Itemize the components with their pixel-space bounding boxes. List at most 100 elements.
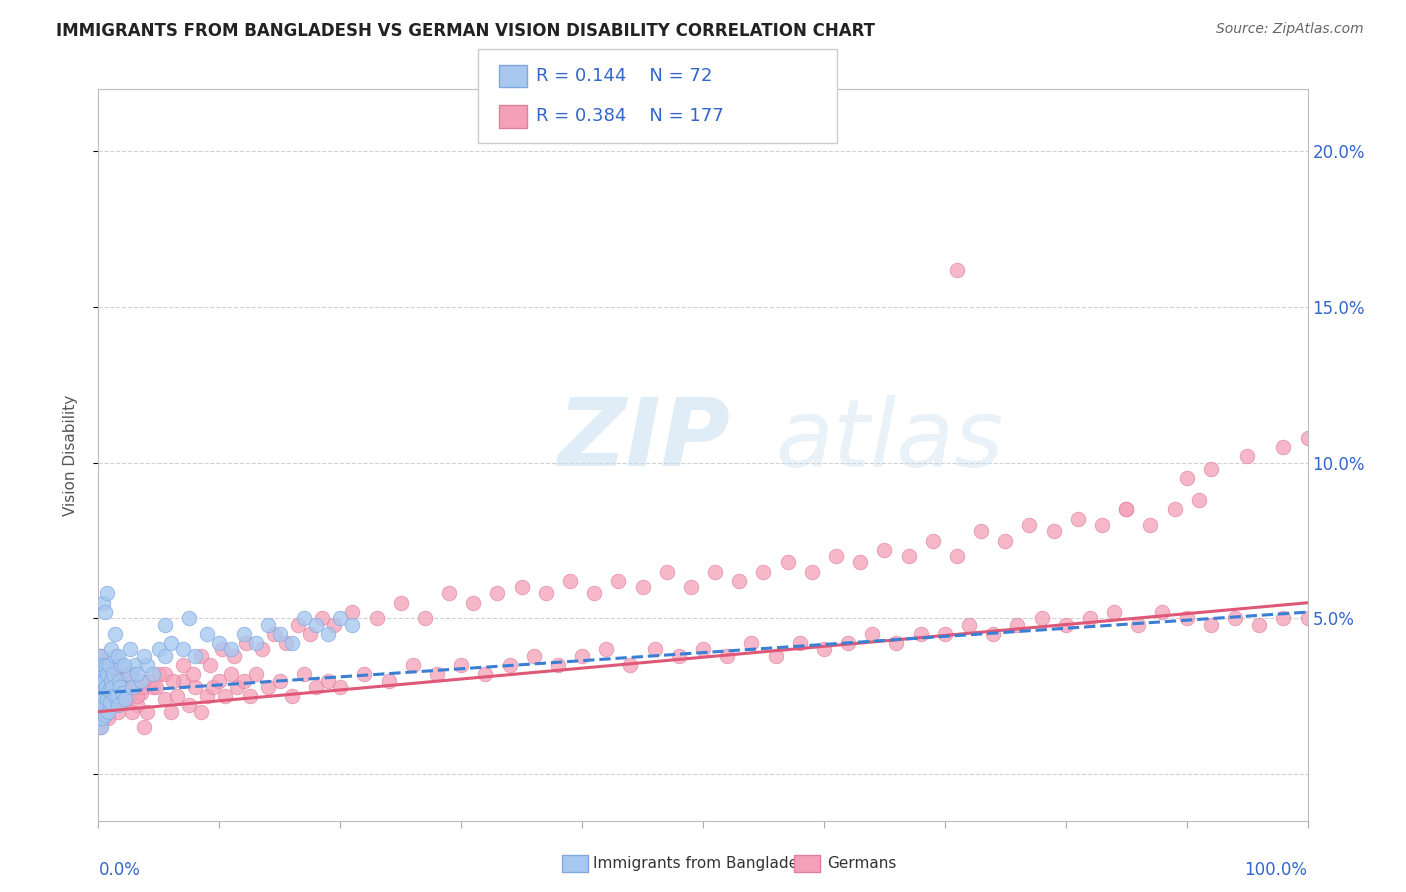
Point: [112, 658, 135, 673]
Point: [195, 689, 218, 703]
Point: [886, 636, 908, 650]
Point: [1236, 450, 1258, 464]
Point: [1128, 617, 1150, 632]
Point: [299, 627, 322, 641]
Point: [153, 667, 176, 681]
Point: [110, 673, 132, 688]
Point: [97, 705, 120, 719]
Point: [1296, 431, 1319, 445]
Point: [426, 667, 449, 681]
Point: [172, 658, 194, 673]
Text: Immigrants from Bangladesh: Immigrants from Bangladesh: [593, 856, 815, 871]
Point: [96, 658, 118, 673]
Point: [89, 658, 111, 673]
Point: [1067, 512, 1090, 526]
Point: [108, 686, 131, 700]
Point: [108, 689, 131, 703]
Point: [305, 680, 328, 694]
Point: [981, 627, 1004, 641]
Point: [112, 680, 135, 694]
Point: [498, 658, 520, 673]
Point: [221, 667, 243, 681]
Point: [118, 642, 141, 657]
Point: [619, 658, 641, 673]
Point: [558, 574, 581, 588]
Point: [179, 611, 201, 625]
Point: [111, 689, 134, 703]
Point: [90, 673, 112, 688]
Point: [510, 580, 533, 594]
Point: [89, 689, 111, 703]
Point: [1199, 617, 1222, 632]
Point: [184, 680, 207, 694]
Point: [921, 533, 943, 548]
Point: [160, 636, 183, 650]
Point: [104, 648, 127, 663]
Point: [716, 648, 738, 663]
Point: [692, 642, 714, 657]
Point: [100, 673, 122, 688]
Point: [153, 648, 176, 663]
Point: [96, 667, 118, 681]
Point: [107, 648, 129, 663]
Point: [89, 680, 111, 694]
Point: [329, 680, 352, 694]
Point: [127, 667, 149, 681]
Point: [91, 658, 114, 673]
Point: [98, 695, 121, 709]
Point: [486, 586, 509, 600]
Point: [214, 689, 236, 703]
Point: [134, 720, 156, 734]
Point: [668, 648, 690, 663]
Point: [89, 720, 111, 734]
Point: [190, 648, 212, 663]
Point: [305, 617, 328, 632]
Point: [547, 658, 569, 673]
Point: [1272, 440, 1295, 454]
Y-axis label: Vision Disability: Vision Disability: [63, 394, 77, 516]
Point: [87, 705, 110, 719]
Point: [1175, 611, 1198, 625]
Point: [90, 689, 112, 703]
Point: [104, 658, 127, 673]
Point: [98, 698, 121, 713]
Point: [104, 627, 127, 641]
Point: [129, 686, 152, 700]
Point: [124, 658, 146, 673]
Point: [342, 617, 364, 632]
Point: [222, 648, 245, 663]
Point: [250, 642, 273, 657]
Point: [96, 673, 118, 688]
Point: [91, 711, 114, 725]
Point: [323, 617, 346, 632]
Point: [269, 627, 291, 641]
Point: [825, 549, 848, 563]
Point: [90, 698, 112, 713]
Point: [97, 686, 120, 700]
Point: [221, 642, 243, 657]
Point: [87, 698, 110, 713]
Point: [631, 580, 654, 594]
Point: [93, 698, 115, 713]
Point: [198, 658, 221, 673]
Point: [195, 627, 218, 641]
Point: [1018, 518, 1040, 533]
Point: [1115, 502, 1137, 516]
Point: [752, 565, 775, 579]
Point: [97, 682, 120, 697]
Point: [97, 711, 120, 725]
Point: [117, 667, 139, 681]
Point: [179, 698, 201, 713]
Point: [96, 586, 118, 600]
Point: [413, 611, 436, 625]
Point: [108, 680, 131, 694]
Point: [202, 680, 225, 694]
Point: [1078, 611, 1101, 625]
Point: [131, 680, 153, 694]
Point: [1091, 518, 1114, 533]
Point: [121, 680, 143, 694]
Point: [245, 636, 267, 650]
Point: [172, 642, 194, 657]
Point: [91, 689, 114, 703]
Point: [1223, 611, 1246, 625]
